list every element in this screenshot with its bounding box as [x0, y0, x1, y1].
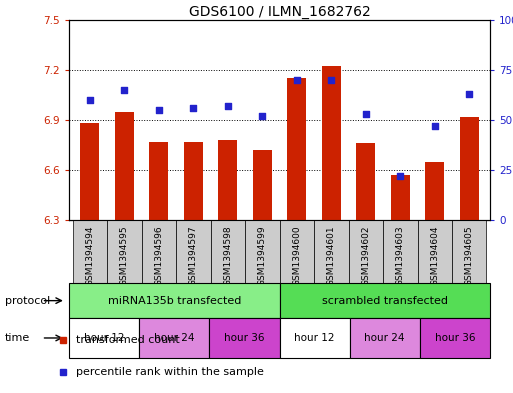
Text: miRNA135b transfected: miRNA135b transfected	[108, 296, 241, 306]
Bar	[452, 220, 486, 283]
Point	[258, 113, 266, 119]
Bar	[253, 150, 272, 220]
Point	[465, 91, 473, 97]
Bar	[425, 162, 444, 220]
Bar	[107, 220, 142, 283]
Bar	[176, 220, 211, 283]
Text: hour 24: hour 24	[365, 333, 405, 343]
Title: GDS6100 / ILMN_1682762: GDS6100 / ILMN_1682762	[189, 5, 370, 18]
Bar	[209, 318, 280, 358]
Text: hour 36: hour 36	[435, 333, 475, 343]
Text: GSM1394594: GSM1394594	[86, 225, 94, 286]
Bar	[314, 220, 348, 283]
Bar	[245, 220, 280, 283]
Point	[224, 103, 232, 109]
Text: GSM1394596: GSM1394596	[154, 225, 164, 286]
Text: GSM1394602: GSM1394602	[361, 225, 370, 286]
Bar	[211, 220, 245, 283]
Bar	[140, 318, 209, 358]
Text: hour 12: hour 12	[294, 333, 335, 343]
Bar	[81, 123, 100, 220]
Bar	[418, 220, 452, 283]
Bar	[219, 140, 238, 220]
Point	[293, 77, 301, 83]
Point	[189, 105, 198, 111]
Point	[155, 107, 163, 113]
Bar	[420, 318, 490, 358]
Text: hour 36: hour 36	[224, 333, 265, 343]
Text: GSM1394599: GSM1394599	[258, 225, 267, 286]
Bar	[69, 318, 140, 358]
Bar	[391, 175, 410, 220]
Bar	[280, 220, 314, 283]
Bar	[69, 283, 280, 318]
Point	[86, 97, 94, 103]
Point	[396, 173, 404, 179]
Text: scrambled transfected: scrambled transfected	[322, 296, 448, 306]
Bar	[460, 116, 479, 220]
Text: transformed count: transformed count	[76, 335, 180, 345]
Text: hour 12: hour 12	[84, 333, 125, 343]
Bar	[383, 220, 418, 283]
Text: GSM1394597: GSM1394597	[189, 225, 198, 286]
Bar	[322, 66, 341, 220]
Text: GSM1394600: GSM1394600	[292, 225, 301, 286]
Text: percentile rank within the sample: percentile rank within the sample	[76, 367, 264, 377]
Bar	[357, 143, 376, 220]
Point	[362, 111, 370, 117]
Bar	[115, 112, 134, 220]
Point	[121, 87, 129, 93]
Bar	[73, 220, 107, 283]
Text: hour 24: hour 24	[154, 333, 194, 343]
Bar	[348, 220, 383, 283]
Bar	[280, 283, 490, 318]
Text: GSM1394603: GSM1394603	[396, 225, 405, 286]
Bar	[142, 220, 176, 283]
Bar	[287, 78, 306, 220]
Text: protocol: protocol	[5, 296, 50, 306]
Text: GSM1394601: GSM1394601	[327, 225, 336, 286]
Bar	[350, 318, 420, 358]
Bar	[184, 141, 203, 220]
Text: GSM1394604: GSM1394604	[430, 225, 439, 286]
Bar	[280, 318, 350, 358]
Text: GSM1394605: GSM1394605	[465, 225, 473, 286]
Bar	[149, 141, 168, 220]
Text: time: time	[5, 333, 30, 343]
Point	[430, 123, 439, 129]
Text: GSM1394595: GSM1394595	[120, 225, 129, 286]
Text: GSM1394598: GSM1394598	[223, 225, 232, 286]
Point	[327, 77, 336, 83]
